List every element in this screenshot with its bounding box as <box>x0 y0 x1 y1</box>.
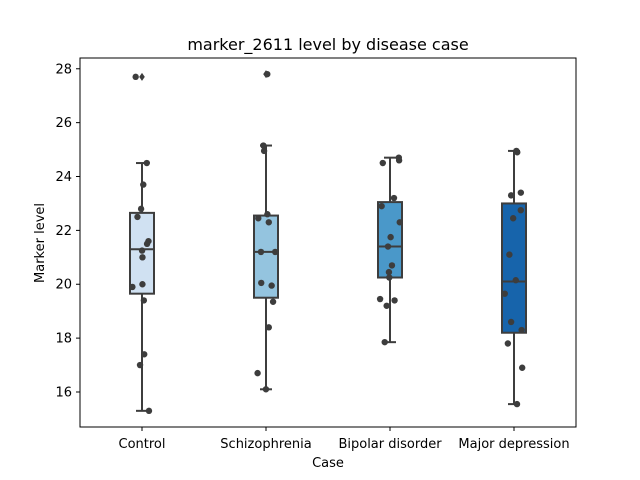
x-axis-label: Case <box>312 456 344 471</box>
data-point <box>140 297 148 304</box>
data-point <box>262 386 270 393</box>
data-point <box>138 247 146 254</box>
chart-title: marker_2611 level by disease case <box>187 35 468 55</box>
y-tick-label: 18 <box>55 332 72 347</box>
data-point <box>390 194 398 202</box>
data-point <box>269 298 277 305</box>
data-point <box>140 181 147 188</box>
iqr-box <box>501 202 527 334</box>
y-tick-label: 16 <box>55 385 72 400</box>
data-point <box>376 295 384 303</box>
data-point <box>260 142 267 149</box>
data-point <box>260 147 268 155</box>
data-point <box>134 213 141 221</box>
data-point <box>264 211 271 218</box>
box-group-schizophrenia <box>253 70 279 393</box>
data-point <box>501 290 508 297</box>
data-point <box>385 268 393 276</box>
data-point <box>396 219 403 226</box>
data-point <box>129 283 136 291</box>
data-point <box>395 157 403 164</box>
data-point <box>507 192 515 199</box>
data-point <box>379 159 386 167</box>
y-tick-label: 24 <box>55 170 72 185</box>
x-tick-label: Bipolar disorder <box>338 437 442 452</box>
data-point <box>518 364 526 371</box>
box-group-major-depression <box>501 147 527 408</box>
y-tick-label: 22 <box>55 224 72 239</box>
x-tick-label: Schizophrenia <box>220 437 311 452</box>
data-point <box>387 233 394 241</box>
data-point <box>257 248 265 256</box>
data-point <box>272 248 279 256</box>
data-point <box>506 251 513 258</box>
data-point <box>378 202 385 210</box>
data-point <box>504 340 512 347</box>
data-point <box>518 326 525 334</box>
data-point <box>391 297 398 304</box>
data-point <box>509 215 517 222</box>
data-point <box>514 149 521 156</box>
y-tick-label: 28 <box>55 62 72 77</box>
data-point <box>507 318 515 326</box>
data-point <box>386 274 393 281</box>
y-tick-label: 20 <box>55 278 72 293</box>
data-point <box>517 189 525 196</box>
data-point <box>512 277 519 284</box>
data-point <box>255 215 262 222</box>
data-point <box>265 219 272 226</box>
data-point <box>143 159 151 167</box>
data-point <box>384 243 392 250</box>
data-point <box>264 70 271 78</box>
y-tick-label: 26 <box>55 116 72 131</box>
data-point <box>258 279 265 287</box>
plot-frame <box>79 57 577 428</box>
data-point <box>139 281 146 288</box>
box-group-bipolar-disorder <box>376 154 403 346</box>
data-point <box>254 369 261 377</box>
box-group-control <box>129 72 155 415</box>
data-point <box>136 361 144 369</box>
data-point <box>141 351 148 358</box>
data-point <box>145 407 153 415</box>
x-tick-label: Control <box>119 437 166 452</box>
data-point <box>517 206 524 214</box>
data-point <box>132 73 139 81</box>
data-point <box>383 302 390 309</box>
data-point <box>381 338 388 346</box>
data-point <box>139 254 146 261</box>
data-point <box>137 205 145 213</box>
data-point <box>143 240 151 248</box>
data-point <box>388 262 396 269</box>
outlier-marker <box>139 72 145 81</box>
y-axis-label: Marker level <box>33 203 48 283</box>
plot-area <box>129 70 527 415</box>
data-point <box>265 324 272 331</box>
data-point <box>268 282 275 289</box>
data-point <box>513 400 521 408</box>
x-tick-label: Major depression <box>458 437 569 452</box>
